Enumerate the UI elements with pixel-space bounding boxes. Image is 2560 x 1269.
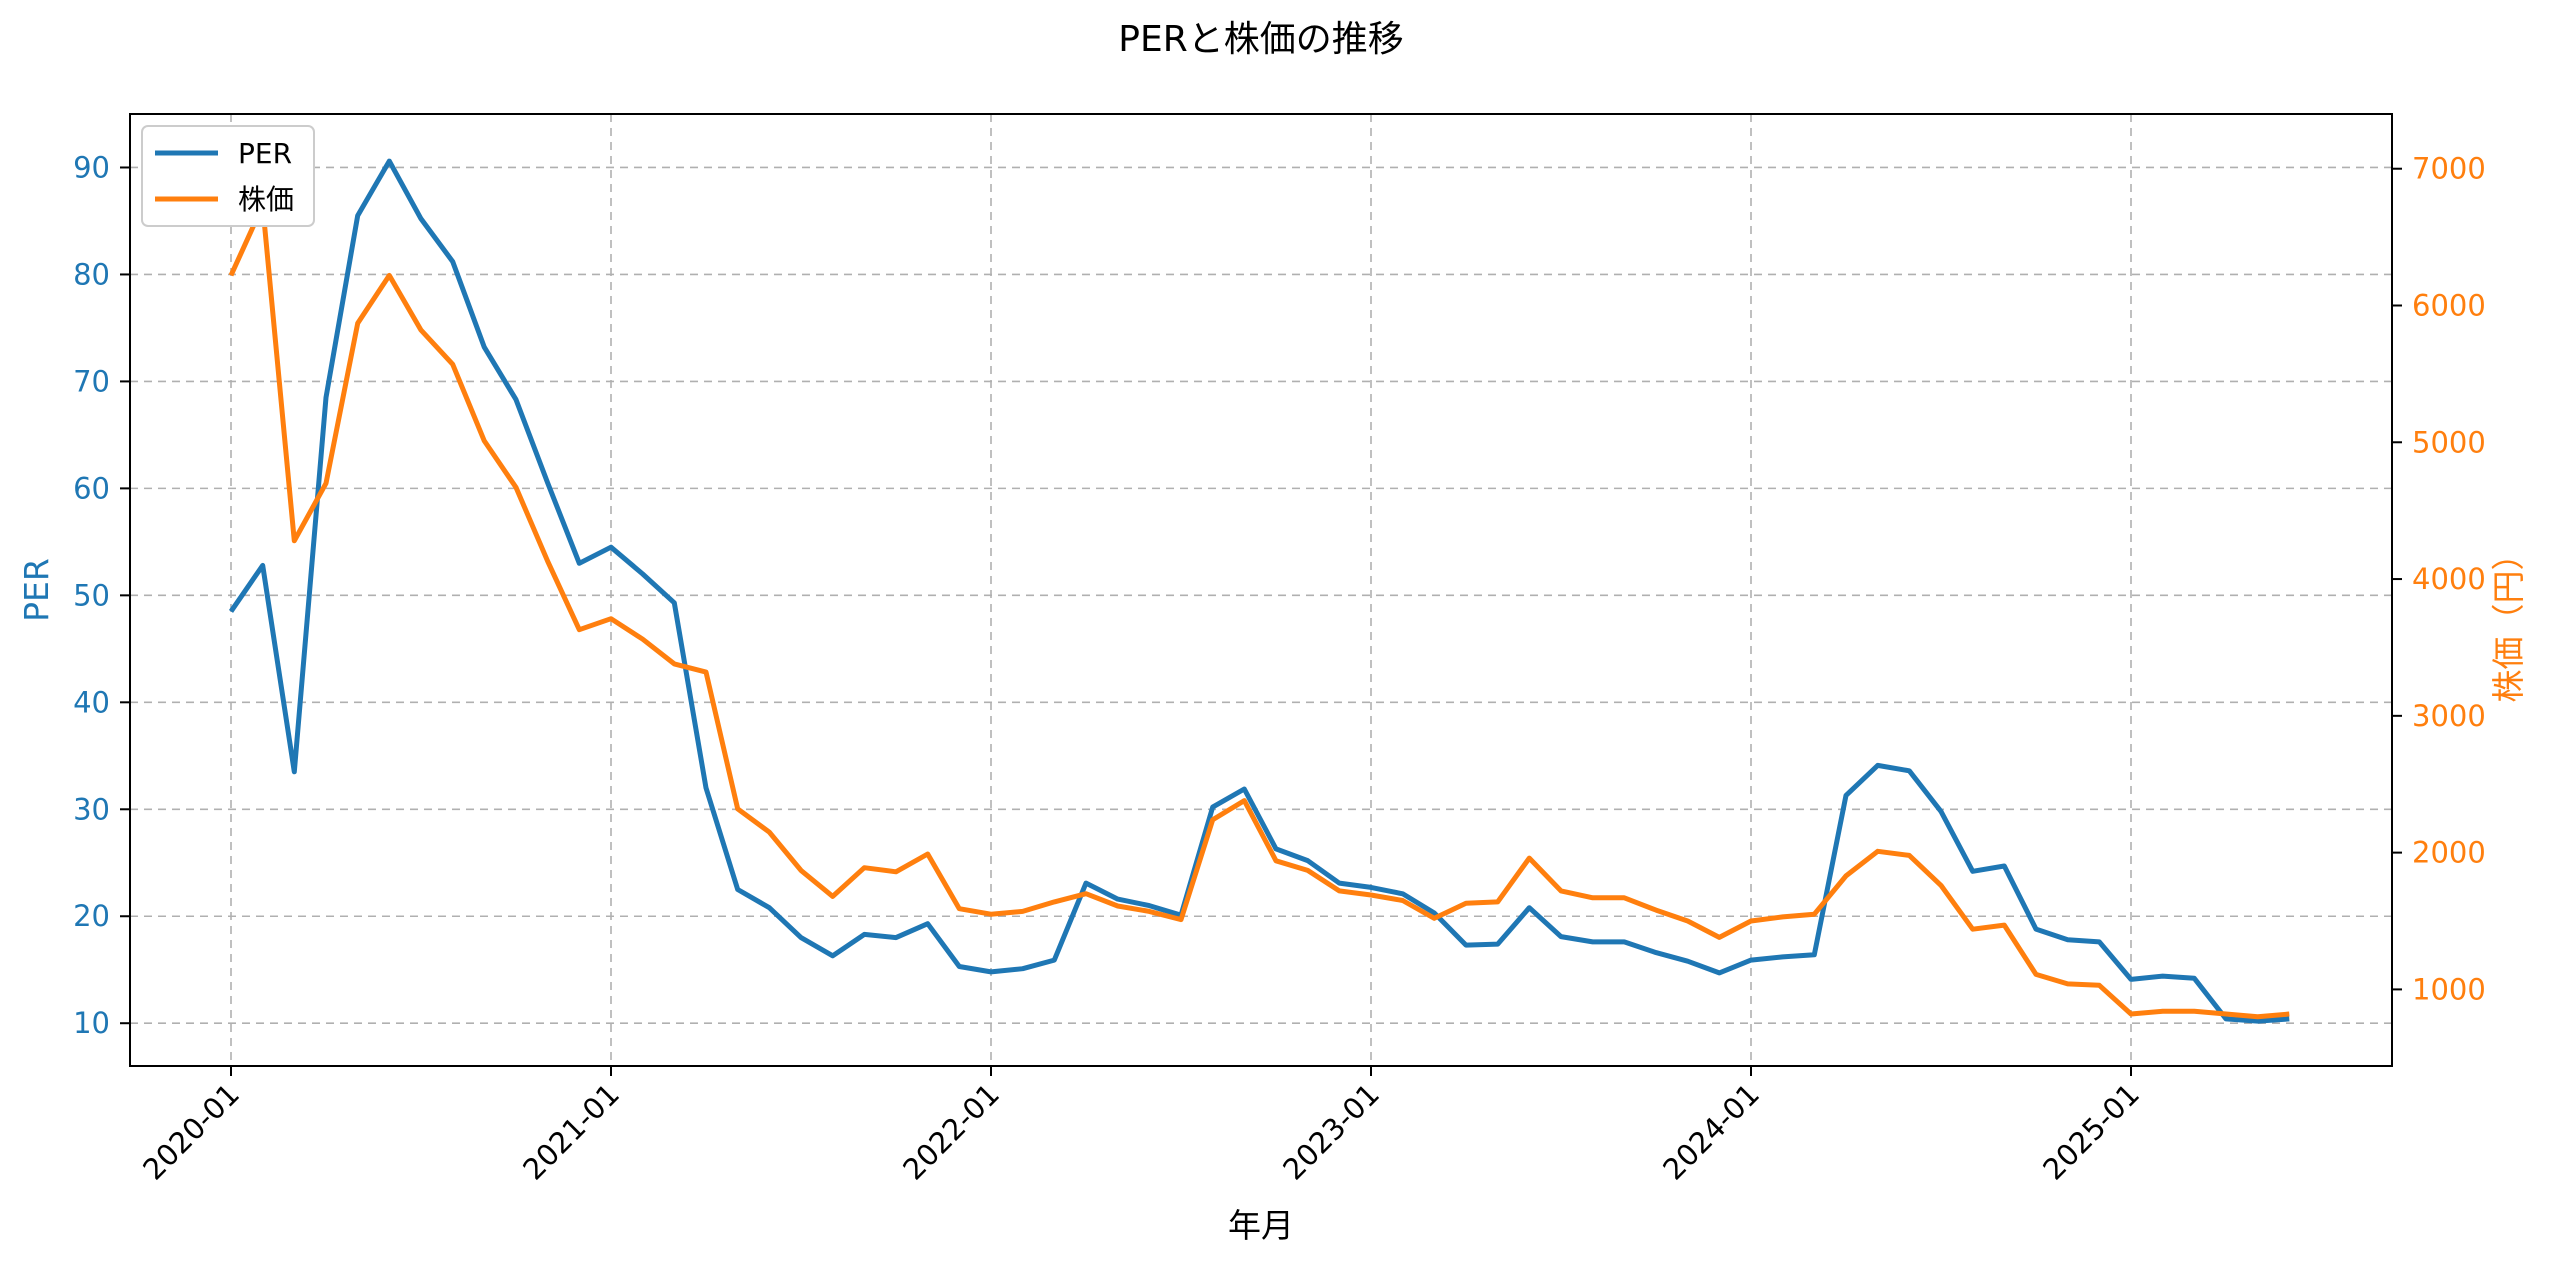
right-tick-label: 5000 <box>2412 425 2486 459</box>
right-tick-label: 4000 <box>2412 562 2486 596</box>
legend: PER 株価 <box>141 125 315 227</box>
right-axis-title: 株価（円） <box>2489 538 2528 703</box>
left-tick-label: 20 <box>73 899 110 933</box>
x-tick-label: 2020-01 <box>136 1077 246 1187</box>
chart-title: PERと株価の推移 <box>1118 19 1403 60</box>
x-tick-label: 2021-01 <box>516 1077 626 1187</box>
x-tick-label: 2024-01 <box>1656 1077 1766 1187</box>
grid-lines <box>130 114 2392 1066</box>
left-tick-label: 30 <box>73 792 110 826</box>
left-tick-label: 40 <box>73 685 110 719</box>
right-tick-label: 3000 <box>2412 699 2486 733</box>
legend-label-price: 株価 <box>238 183 294 216</box>
legend-label-per: PER <box>238 137 292 170</box>
right-tick-label: 2000 <box>2412 836 2486 870</box>
x-axis-ticks: 2020-01 2021-01 2022-01 2023-01 2024-01 2025-… <box>136 1066 2146 1187</box>
right-axis-ticks: 1000 2000 3000 4000 5000 6000 7000 <box>2392 152 2486 1006</box>
left-axis-ticks: 10 20 30 40 50 60 70 80 90 <box>73 150 130 1040</box>
right-tick-label: 7000 <box>2412 152 2486 186</box>
series-layer <box>228 158 2290 1024</box>
right-tick-label: 1000 <box>2412 972 2486 1006</box>
left-tick-label: 60 <box>73 471 110 505</box>
x-tick-label: 2023-01 <box>1276 1077 1386 1187</box>
left-tick-label: 10 <box>73 1006 110 1040</box>
x-axis-title: 年月 <box>1228 1206 1294 1245</box>
x-tick-label: 2025-01 <box>2036 1077 2146 1187</box>
left-tick-label: 70 <box>73 364 110 398</box>
left-tick-label: 90 <box>73 150 110 184</box>
left-axis-title: PER <box>17 558 56 622</box>
left-tick-label: 80 <box>73 257 110 291</box>
series-line-price <box>228 203 2290 1020</box>
right-tick-label: 6000 <box>2412 288 2486 322</box>
plot-frame <box>129 113 2393 1067</box>
series-line-per <box>228 158 2290 1024</box>
left-tick-label: 50 <box>73 578 110 612</box>
x-tick-label: 2022-01 <box>896 1077 1006 1187</box>
